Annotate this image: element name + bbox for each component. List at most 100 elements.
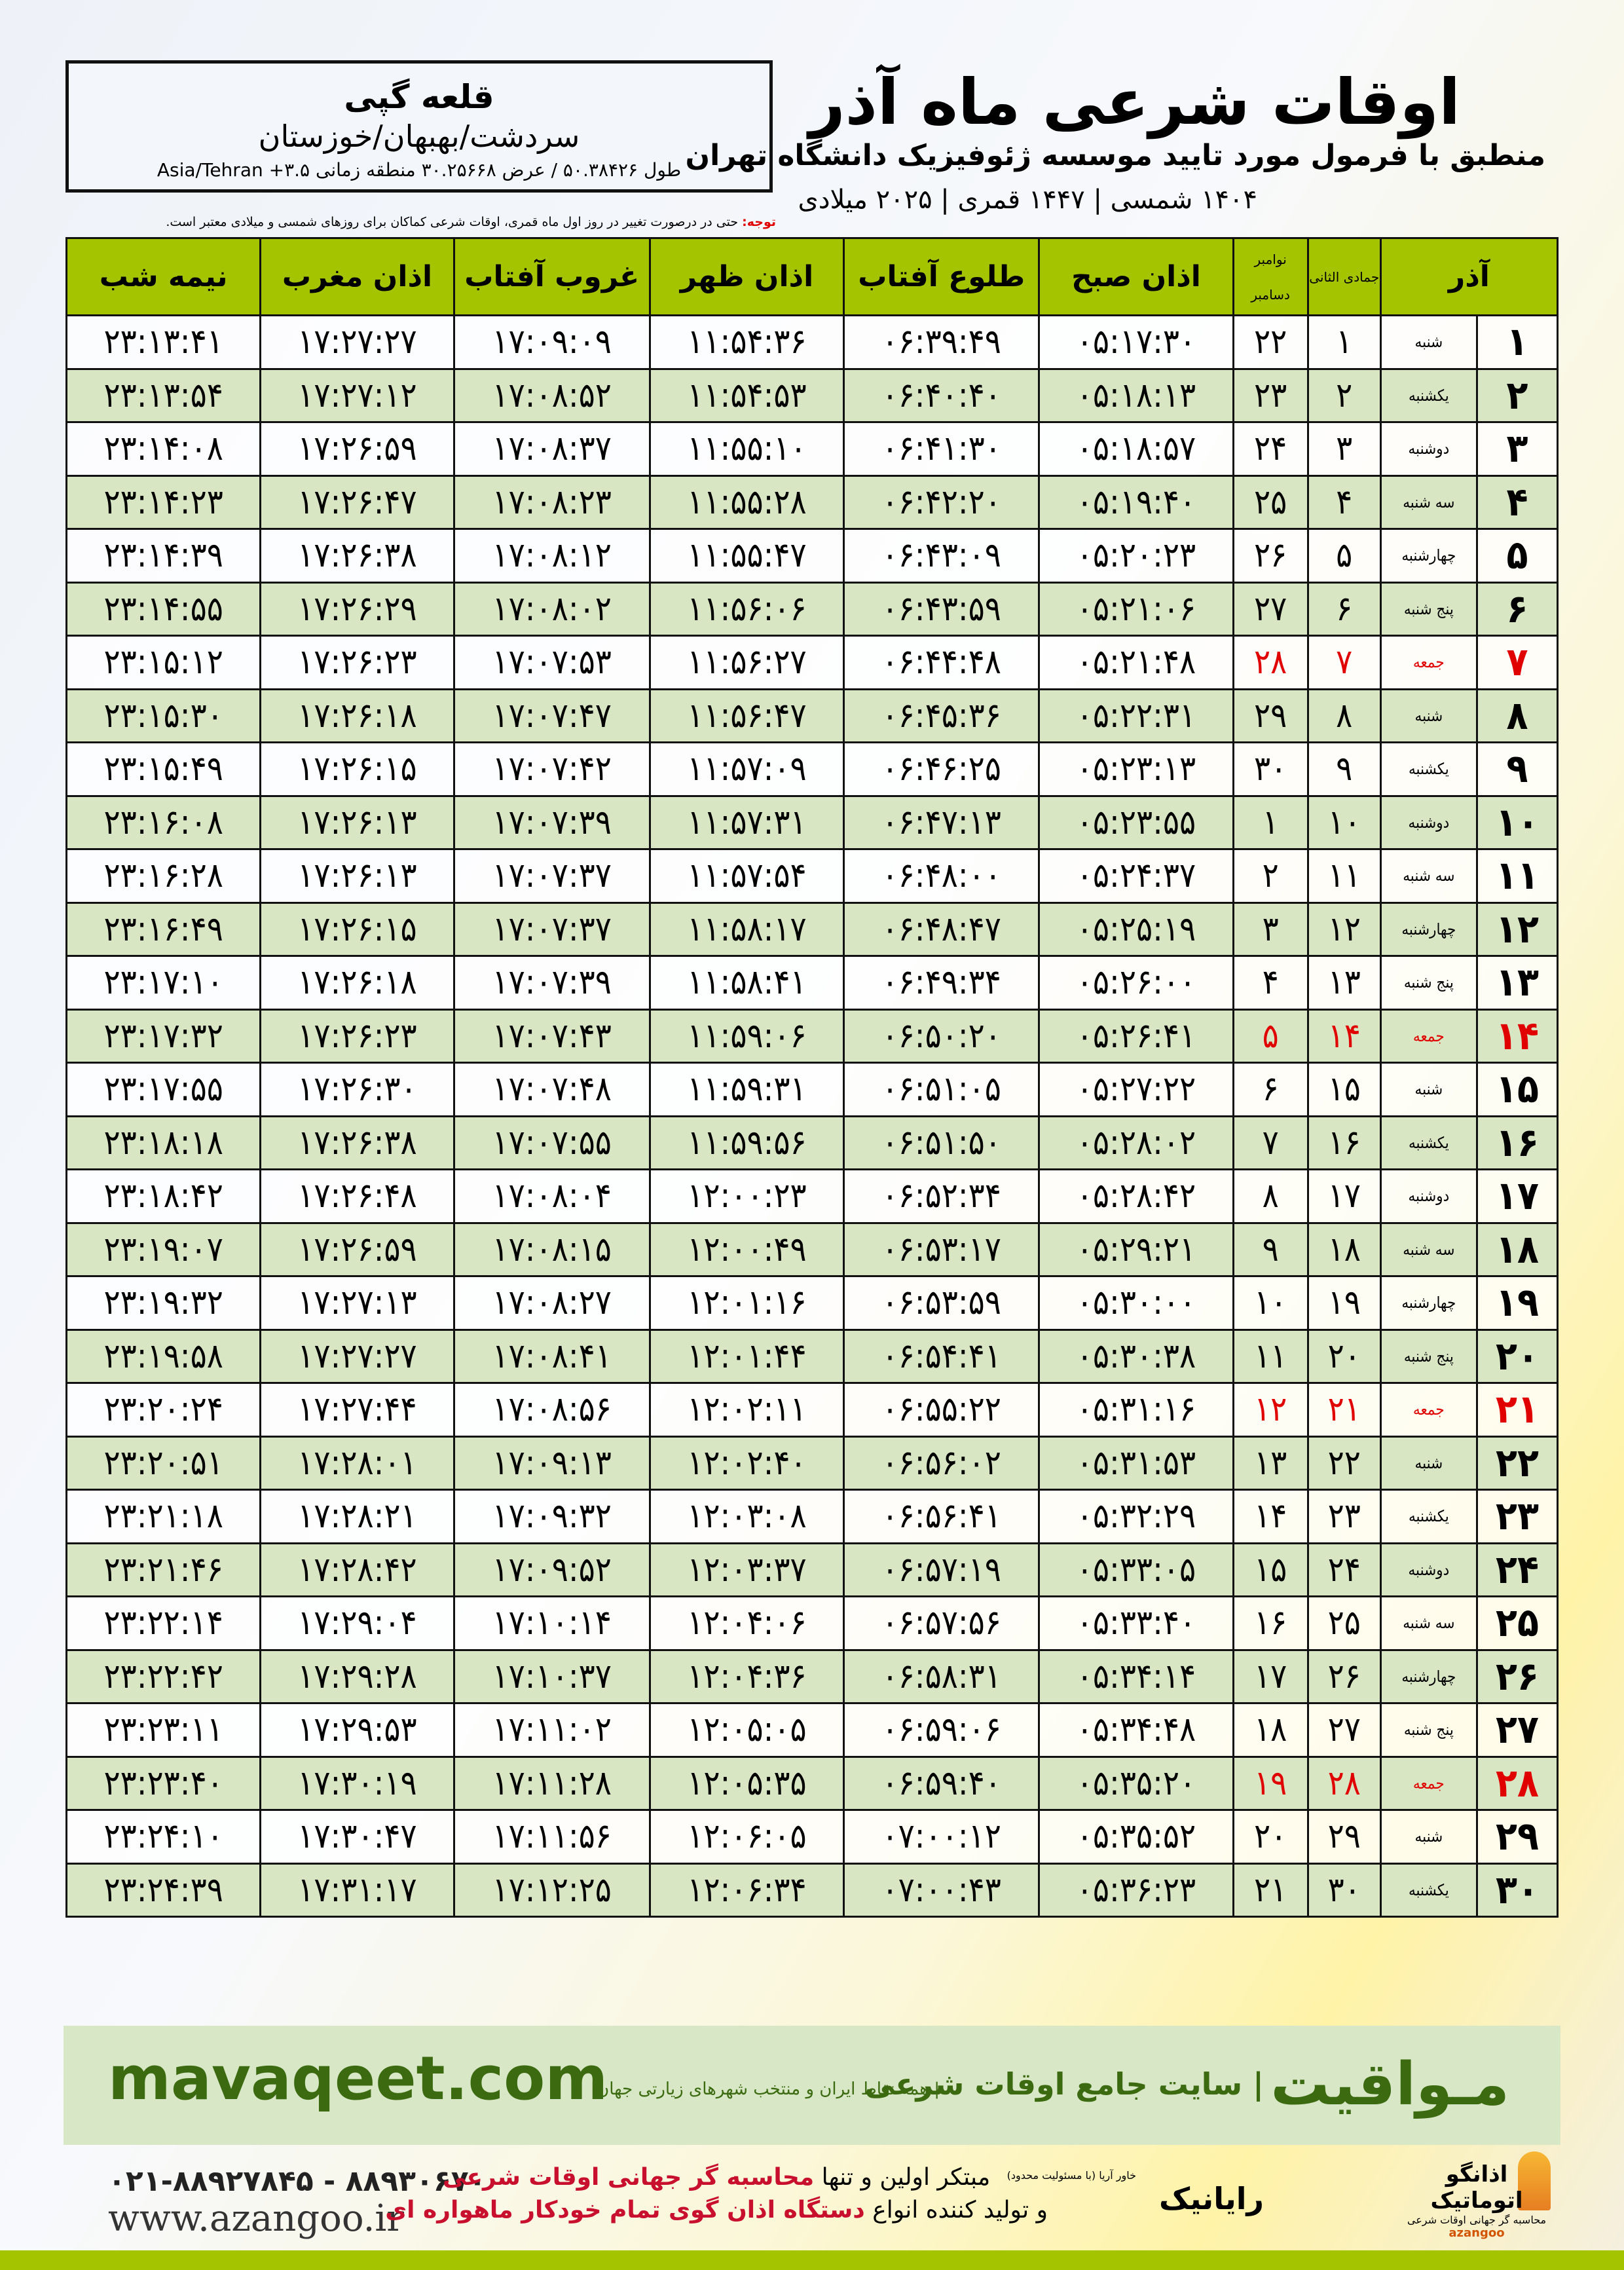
day-number: ۱۷ xyxy=(1475,1168,1559,1224)
fajr-time: ۰۵:۳۵:۵۲ xyxy=(1038,1809,1234,1865)
sunrise-time: ۰۶:۴۸:۴۷ xyxy=(843,901,1041,957)
sunset-time: ۱۷:۰۷:۴۷ xyxy=(452,688,651,743)
weekday: جمعه xyxy=(1379,1755,1478,1811)
table-row: ۹ یکشنبه ۹ ۳۰ ۰۵:۲۳:۱۳ ۰۶:۴۶:۲۵ ۱۱:۵۷:۰۹ ۱۷:۰۷:… xyxy=(65,741,1559,797)
maghrib-time: ۱۷:۲۶:۵۹ xyxy=(259,421,455,477)
sunset-time: ۱۷:۰۷:۳۹ xyxy=(452,794,651,850)
dhuhr-time: ۱۱:۵۶:۴۷ xyxy=(648,688,845,743)
azangoo-site-link[interactable]: www.azangoo.ir xyxy=(108,2197,405,2240)
year-line: ۱۴۰۴ شمسی | ۱۴۴۷ قمری | ۲۰۲۵ میلادی xyxy=(798,185,1257,215)
sunset-time: ۱۷:۱۰:۳۷ xyxy=(452,1648,651,1704)
hijri-day: ۴ xyxy=(1306,474,1382,530)
midnight-time: ۲۳:۱۴:۳۹ xyxy=(65,528,262,584)
promo-line2-b: دستگاه اذان گوی تمام خودکار ماهواره ای xyxy=(385,2197,865,2223)
sunset-time: ۱۷:۰۷:۴۸ xyxy=(452,1062,651,1117)
dhuhr-time: ۱۱:۵۶:۰۶ xyxy=(648,581,845,637)
sunset-time: ۱۷:۱۱:۲۸ xyxy=(452,1755,651,1811)
day-number: ۵ xyxy=(1475,528,1559,584)
weekday: جمعه xyxy=(1379,1008,1478,1064)
sunrise-time: ۰۶:۴۸:۰۰ xyxy=(843,848,1041,904)
sunrise-time: ۰۶:۴۱:۳۰ xyxy=(843,421,1041,477)
mavaqeet-logo: مـواقیت xyxy=(1270,2050,1509,2119)
sunrise-time: ۰۶:۵۶:۰۲ xyxy=(843,1435,1041,1491)
dhuhr-time: ۱۲:۰۱:۱۶ xyxy=(648,1275,845,1331)
header-fajr: اذان صبح xyxy=(1038,237,1234,316)
sunset-time: ۱۷:۰۸:۰۴ xyxy=(452,1168,651,1224)
midnight-time: ۲۳:۲۴:۱۰ xyxy=(65,1809,262,1865)
hijri-day: ۲۴ xyxy=(1306,1542,1382,1597)
midnight-time: ۲۳:۱۶:۲۸ xyxy=(65,848,262,904)
gregorian-day: ۱۸ xyxy=(1232,1702,1309,1758)
note: توجه: حتی در درصورت تغییر در روز اول ماه… xyxy=(65,215,776,229)
mavaqeet-site-link[interactable]: mavaqeet.com xyxy=(108,2043,608,2113)
fajr-time: ۰۵:۲۳:۱۳ xyxy=(1038,741,1234,797)
maghrib-time: ۱۷:۳۱:۱۷ xyxy=(259,1862,455,1918)
weekday: یکشنبه xyxy=(1379,1489,1478,1544)
midnight-time: ۲۳:۱۶:۴۹ xyxy=(65,901,262,957)
hijri-day: ۹ xyxy=(1306,741,1382,797)
midnight-time: ۲۳:۱۵:۴۹ xyxy=(65,741,262,797)
hijri-day: ۱۱ xyxy=(1306,848,1382,904)
midnight-time: ۲۳:۱۷:۵۵ xyxy=(65,1062,262,1117)
day-number: ۲۴ xyxy=(1475,1542,1559,1597)
fajr-time: ۰۵:۱۹:۴۰ xyxy=(1038,474,1234,530)
sunset-time: ۱۷:۰۷:۳۷ xyxy=(452,848,651,904)
azangoo-name: اذانگو اتوماتیک xyxy=(1430,2161,1523,2214)
dhuhr-time: ۱۱:۵۴:۵۳ xyxy=(648,367,845,423)
table-row: ۲۰ پنج شنبه ۲۰ ۱۱ ۰۵:۳۰:۳۸ ۰۶:۵۴:۴۱ ۱۲:۰۱:۴۴ ۱۷… xyxy=(65,1328,1559,1384)
day-number: ۲۵ xyxy=(1475,1595,1559,1651)
weekday: دوشنبه xyxy=(1379,421,1478,477)
maghrib-time: ۱۷:۲۷:۱۳ xyxy=(259,1275,455,1331)
sunrise-time: ۰۷:۰۰:۱۲ xyxy=(843,1809,1041,1865)
midnight-time: ۲۳:۱۹:۰۷ xyxy=(65,1221,262,1277)
sunset-time: ۱۷:۰۷:۳۹ xyxy=(452,955,651,1011)
sunrise-time: ۰۶:۵۷:۱۹ xyxy=(843,1542,1041,1597)
gregorian-day: ۱۹ xyxy=(1232,1755,1309,1811)
day-number: ۱۶ xyxy=(1475,1115,1559,1170)
fajr-time: ۰۵:۲۹:۲۱ xyxy=(1038,1221,1234,1277)
maghrib-time: ۱۷:۲۶:۵۹ xyxy=(259,1221,455,1277)
header-midnight: نیمه شب xyxy=(65,237,262,316)
dhuhr-time: ۱۲:۰۵:۰۵ xyxy=(648,1702,845,1758)
sunrise-time: ۰۶:۵۴:۴۱ xyxy=(843,1328,1041,1384)
weekday: پنج شنبه xyxy=(1379,955,1478,1011)
gregorian-day: ۲۵ xyxy=(1232,474,1309,530)
sunrise-time: ۰۶:۵۱:۰۵ xyxy=(843,1062,1041,1117)
bottom-bar xyxy=(0,2250,1624,2270)
region-name: سردشت/بهبهان/خوزستان xyxy=(258,119,580,154)
gregorian-day: ۱ xyxy=(1232,794,1309,850)
sunset-time: ۱۷:۰۸:۵۶ xyxy=(452,1382,651,1438)
weekday: دوشنبه xyxy=(1379,794,1478,850)
header-hijri: جمادی الثانی xyxy=(1306,237,1382,316)
table-row: ۵ چهارشنبه ۵ ۲۶ ۰۵:۲۰:۲۳ ۰۶:۴۳:۰۹ ۱۱:۵۵:۴۷ ۱۷:۰… xyxy=(65,528,1559,584)
weekday: پنج شنبه xyxy=(1379,1702,1478,1758)
maghrib-time: ۱۷:۲۶:۱۵ xyxy=(259,901,455,957)
sunset-time: ۱۷:۰۹:۵۲ xyxy=(452,1542,651,1597)
gregorian-day: ۲۱ xyxy=(1232,1862,1309,1918)
gregorian-day: ۱۶ xyxy=(1232,1595,1309,1651)
sunrise-time: ۰۶:۴۷:۱۳ xyxy=(843,794,1041,850)
fajr-time: ۰۵:۲۷:۲۲ xyxy=(1038,1062,1234,1117)
gregorian-day: ۲۴ xyxy=(1232,421,1309,477)
maghrib-time: ۱۷:۲۹:۵۳ xyxy=(259,1702,455,1758)
hijri-day: ۲۳ xyxy=(1306,1489,1382,1544)
sunrise-time: ۰۶:۴۰:۴۰ xyxy=(843,367,1041,423)
header-maghrib: اذان مغرب xyxy=(259,237,455,316)
azangoo-logo: اذانگو اتوماتیک محاسبه گر جهانی اوقات شر… xyxy=(1401,2161,1552,2240)
midnight-time: ۲۳:۱۹:۵۸ xyxy=(65,1328,262,1384)
gregorian-day: ۲۰ xyxy=(1232,1809,1309,1865)
fajr-time: ۰۵:۱۷:۳۰ xyxy=(1038,314,1234,370)
weekday: شنبه xyxy=(1379,1062,1478,1117)
maghrib-time: ۱۷:۲۶:۲۳ xyxy=(259,1008,455,1064)
sunset-time: ۱۷:۰۷:۴۳ xyxy=(452,1008,651,1064)
dhuhr-time: ۱۱:۵۵:۲۸ xyxy=(648,474,845,530)
sunrise-time: ۰۶:۴۲:۲۰ xyxy=(843,474,1041,530)
maghrib-time: ۱۷:۲۶:۳۸ xyxy=(259,1115,455,1170)
maghrib-time: ۱۷:۲۷:۴۴ xyxy=(259,1382,455,1438)
day-number: ۱۸ xyxy=(1475,1221,1559,1277)
sunset-time: ۱۷:۰۷:۵۳ xyxy=(452,635,651,690)
gregorian-day: ۲۲ xyxy=(1232,314,1309,370)
table-row: ۶ پنج شنبه ۶ ۲۷ ۰۵:۲۱:۰۶ ۰۶:۴۳:۵۹ ۱۱:۵۶:۰۶ ۱۷:۰… xyxy=(65,581,1559,637)
sunset-time: ۱۷:۰۸:۲۳ xyxy=(452,474,651,530)
dhuhr-time: ۱۲:۰۶:۰۵ xyxy=(648,1809,845,1865)
